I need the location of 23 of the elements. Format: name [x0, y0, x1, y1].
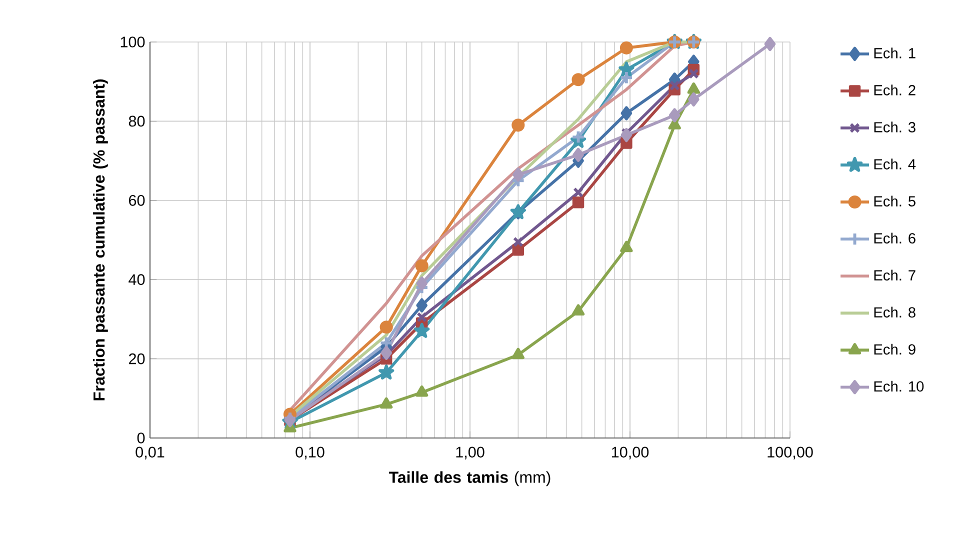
legend-label: Ech. 4 — [874, 158, 916, 170]
legend-label: Ech. 2 — [874, 84, 916, 96]
x-tick-label: 10,00 — [612, 446, 649, 460]
legend-label: Ech. 1 — [874, 48, 916, 58]
y-tick-label: 0 — [137, 432, 145, 444]
x-axis-title: Taille des tamis (mm) — [388, 471, 550, 486]
x-tick-label: 100,00 — [768, 446, 813, 460]
legend-label: Ech. 5 — [874, 196, 916, 206]
legend-label: Ech. 3 — [874, 122, 916, 132]
legend-label: Ech. 6 — [874, 232, 916, 244]
legend-label: Ech. 8 — [874, 306, 916, 318]
y-tick-label: 100 — [120, 36, 145, 48]
legend-label: Ech. 10 — [874, 380, 924, 392]
y-tick-label: 40 — [128, 274, 145, 286]
legend-label: Ech. 7 — [874, 270, 916, 281]
x-tick-label: 0,10 — [296, 446, 324, 460]
legend-label: Ech. 9 — [874, 344, 916, 355]
y-tick-label: 80 — [128, 116, 145, 127]
y-tick-label: 60 — [129, 194, 145, 206]
x-tick-label: 1,00 — [456, 446, 484, 460]
x-tick-label: 0,01 — [136, 446, 164, 460]
y-axis-title: Fraction passante cumulative (% passant) — [92, 79, 108, 400]
y-tick-label: 20 — [129, 353, 145, 364]
